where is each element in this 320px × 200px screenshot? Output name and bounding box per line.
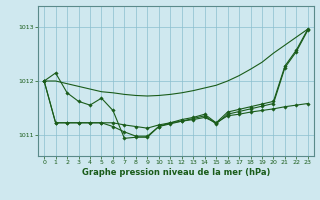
- X-axis label: Graphe pression niveau de la mer (hPa): Graphe pression niveau de la mer (hPa): [82, 168, 270, 177]
